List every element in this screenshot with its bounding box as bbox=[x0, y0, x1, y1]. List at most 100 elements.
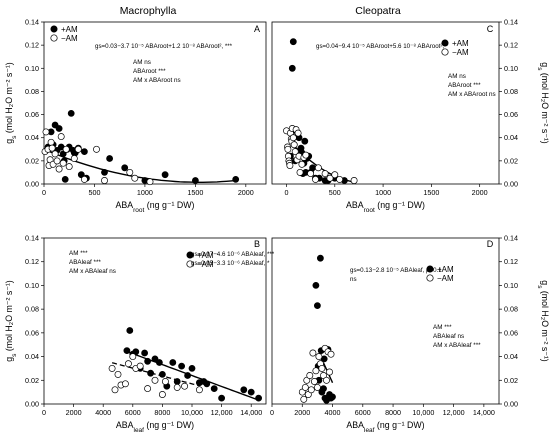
point-minus-am bbox=[55, 165, 63, 173]
plot-frame bbox=[271, 237, 500, 405]
anova-stat: AM *** bbox=[69, 250, 88, 257]
x-tick-label: 1500 bbox=[187, 188, 203, 197]
y-tick-label: 0.10 bbox=[25, 281, 39, 290]
point-am bbox=[173, 378, 181, 385]
point-minus-am bbox=[312, 175, 319, 183]
legend-marker-am bbox=[186, 251, 194, 259]
point-minus-am bbox=[181, 382, 189, 390]
point-am bbox=[81, 148, 88, 155]
legend-marker-minus-am bbox=[186, 260, 194, 268]
y-tick-label: 0.14 bbox=[504, 18, 518, 27]
point-minus-am bbox=[296, 168, 304, 176]
anova-stat: AM x ABAroot ns bbox=[133, 77, 181, 84]
y-tick-label: 0.08 bbox=[504, 305, 518, 314]
y-tick-label: 0.14 bbox=[25, 18, 39, 27]
y-tick-label: 0.14 bbox=[25, 234, 39, 243]
legend-marker-am bbox=[441, 39, 449, 47]
x-tick-label: 8000 bbox=[154, 408, 170, 417]
x-tick-label: 0 bbox=[42, 408, 46, 417]
point-am bbox=[301, 137, 309, 145]
plot-frame bbox=[271, 21, 500, 185]
point-minus-am bbox=[65, 163, 73, 171]
fit-equation: gs=0.07−4.6 10⁻⁶ ABAleaf, *** bbox=[191, 251, 275, 258]
point-minus-am bbox=[129, 353, 137, 361]
legend-marker-minus-am bbox=[426, 274, 434, 282]
x-tick-label: 10,000 bbox=[412, 408, 434, 417]
y-tick-label: 0.12 bbox=[25, 41, 39, 50]
point-minus-am bbox=[301, 383, 309, 391]
panel-letter: C bbox=[487, 24, 494, 34]
point-am bbox=[144, 357, 151, 365]
fit-line bbox=[48, 150, 236, 184]
y-tick-label: 0.12 bbox=[504, 257, 518, 266]
point-minus-am bbox=[131, 174, 139, 182]
x-tick-label: 2000 bbox=[66, 408, 82, 417]
x-tick-label: 14,000 bbox=[240, 408, 262, 417]
x-tick-label: 6000 bbox=[125, 408, 141, 417]
legend-marker-am bbox=[426, 265, 434, 273]
point-am bbox=[123, 347, 131, 354]
point-am bbox=[313, 302, 321, 309]
point-minus-am bbox=[108, 364, 116, 372]
x-tick-label: 500 bbox=[88, 188, 100, 197]
point-am bbox=[240, 386, 248, 394]
point-am bbox=[77, 171, 85, 179]
point-am bbox=[67, 110, 75, 117]
x-tick-label: 2000 bbox=[472, 188, 488, 197]
point-am bbox=[288, 64, 296, 72]
y-tick-label: 0.10 bbox=[504, 281, 518, 290]
y-axis-label: gs (mol H₂O m⁻² s⁻¹) bbox=[537, 62, 550, 144]
anova-stat: AM x ABAroot ns bbox=[448, 91, 496, 98]
point-minus-am bbox=[195, 386, 203, 394]
fit-equation: gs=0.04−9.4 10⁻⁵ ABAroot+5.6 10⁻⁸ ABAroo… bbox=[316, 43, 449, 50]
point-minus-am bbox=[290, 141, 298, 149]
point-minus-am bbox=[310, 378, 318, 385]
y-tick-label: 0.04 bbox=[504, 133, 518, 142]
x-tick-label: 2000 bbox=[294, 408, 310, 417]
legend-label-minus-am: −AM bbox=[197, 260, 214, 269]
point-minus-am bbox=[111, 386, 119, 394]
point-am bbox=[289, 38, 297, 46]
x-tick-label: 8000 bbox=[385, 408, 401, 417]
x-tick-label: 14,000 bbox=[473, 408, 495, 417]
x-tick-label: 12,000 bbox=[443, 408, 465, 417]
point-am bbox=[218, 394, 225, 402]
x-tick-label: 10,000 bbox=[181, 408, 203, 417]
panel-letter: B bbox=[254, 239, 260, 249]
legend-marker-minus-am bbox=[441, 48, 449, 56]
point-minus-am bbox=[126, 168, 134, 176]
point-am bbox=[158, 370, 166, 378]
fit-equation: gs=0.05−3.3 10⁻⁶ ABAleaf, * bbox=[191, 260, 270, 267]
fit-line bbox=[111, 362, 200, 387]
x-tick-label: 1000 bbox=[137, 188, 153, 197]
point-minus-am bbox=[323, 376, 330, 384]
y-axis-label: gs (mol H₂O m⁻² s⁻¹) bbox=[537, 280, 550, 362]
point-am bbox=[121, 164, 129, 172]
x-tick-label: 0 bbox=[284, 188, 288, 197]
anova-stat: AM ns bbox=[133, 59, 151, 66]
point-minus-am bbox=[114, 370, 122, 378]
y-tick-label: 0.02 bbox=[504, 156, 518, 165]
anova-stat: ABAroot *** bbox=[448, 82, 481, 89]
y-axis-label: gs (mol H₂O m⁻² s⁻¹) bbox=[4, 62, 18, 144]
y-axis-label: gs (mol H₂O m⁻² s⁻¹) bbox=[4, 280, 18, 362]
y-tick-label: 0.00 bbox=[504, 400, 518, 409]
x-tick-label: 0 bbox=[270, 408, 274, 417]
point-minus-am bbox=[302, 151, 310, 159]
panel-d: 0 2000 4000 6000 8000 10,000 12,000 14,000 0.00 0… bbox=[270, 234, 550, 434]
y-tick-label: 0.12 bbox=[25, 257, 39, 266]
legend-label-am: +AM bbox=[452, 39, 469, 48]
point-am bbox=[184, 372, 191, 379]
x-tick-label: 4000 bbox=[325, 408, 341, 417]
point-am bbox=[203, 380, 211, 388]
fit-equation: gs=0.03−3.7 10⁻⁵ ABAroot+1.2 10⁻⁸ ABAroo… bbox=[95, 43, 233, 50]
point-minus-am bbox=[70, 155, 78, 162]
point-minus-am bbox=[136, 362, 144, 370]
point-minus-am bbox=[144, 385, 152, 393]
anova-stat: AM *** bbox=[433, 324, 452, 331]
point-am bbox=[329, 393, 336, 401]
point-minus-am bbox=[307, 386, 315, 394]
point-am bbox=[161, 171, 169, 179]
panel-letter: A bbox=[254, 24, 260, 34]
